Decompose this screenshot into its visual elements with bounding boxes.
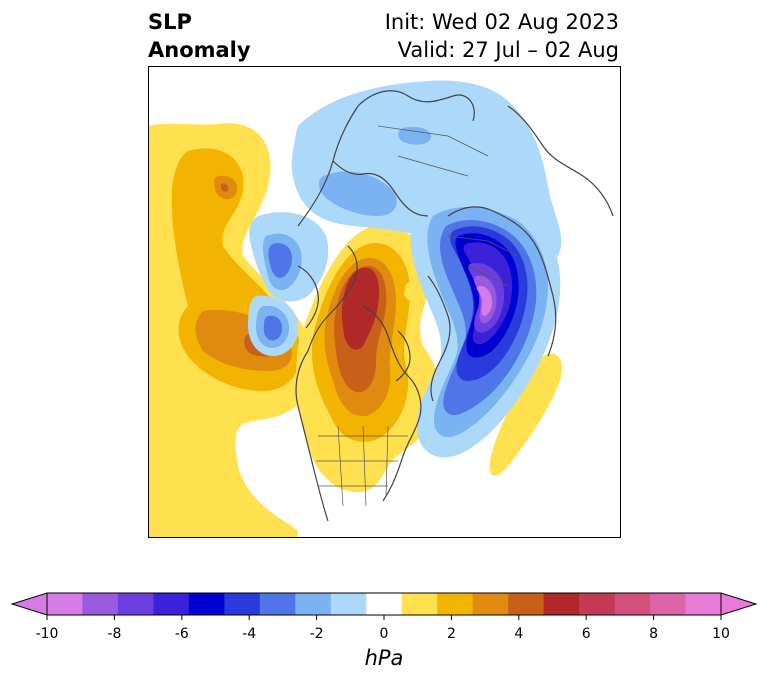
colorbar-tick-label: 4 [514, 626, 523, 642]
colorbar-swatch [685, 593, 722, 615]
colorbar-swatches [10, 592, 758, 616]
colorbar-swatch [259, 593, 296, 615]
coastlines [295, 90, 614, 522]
colorbar-swatch [188, 593, 225, 615]
colorbar-swatch [366, 593, 403, 615]
colorbar-swatch [614, 593, 651, 615]
colorbar-extend-max [720, 592, 758, 616]
colorbar-swatch [330, 593, 367, 615]
map-timing: Init: Wed 02 Aug 2023 Valid: 27 Jul – 02… [385, 8, 619, 64]
colorbar: -10 -8 -6 -4 -2 0 2 4 6 8 10 [10, 592, 758, 642]
colorbar-tick-label: -2 [310, 626, 324, 642]
colorbar-tick-label: 2 [447, 626, 456, 642]
colorbar-tick-label: 6 [582, 626, 591, 642]
colorbar-swatch [82, 593, 119, 615]
colorbar-extend-min [10, 592, 48, 616]
colorbar-swatch [153, 593, 190, 615]
colorbar-swatch [117, 593, 154, 615]
colorbar-swatch [437, 593, 474, 615]
colorbar-tick-label: -10 [36, 626, 59, 642]
colorbar-swatch [224, 593, 261, 615]
colorbar-tick-label: 0 [380, 626, 389, 642]
map-title: SLP Anomaly [148, 8, 251, 64]
colorbar-swatch [579, 593, 616, 615]
colorbar-tick-label: -4 [242, 626, 256, 642]
colorbar-swatch [401, 593, 438, 615]
colorbar-swatch [295, 593, 332, 615]
colorbar-tick-label: 8 [649, 626, 658, 642]
init-date-label: Init: Wed 02 Aug 2023 [384, 10, 619, 34]
colorbar-tick-label: -8 [107, 626, 121, 642]
colorbar-tick-label: 10 [712, 626, 730, 642]
colorbar-swatch [472, 593, 509, 615]
colorbar-tick-label: -6 [175, 626, 189, 642]
colorbar-ticks: -10 -8 -6 -4 -2 0 2 4 6 8 10 [36, 615, 730, 642]
title-line-1: SLP [148, 10, 192, 34]
colorbar-swatch [543, 593, 580, 615]
slp-anomaly-map [148, 66, 621, 538]
colorbar-swatch [508, 593, 545, 615]
colorbar-swatch [47, 593, 83, 615]
colorbar-swatch [650, 593, 687, 615]
colorbar-unit-label: hPa [364, 646, 404, 670]
valid-range-label: Valid: 27 Jul – 02 Aug [397, 38, 619, 62]
negative-anomaly-europe [410, 192, 561, 458]
title-line-2: Anomaly [148, 38, 251, 62]
negative-anomaly-east-siberia [248, 295, 299, 356]
positive-anomaly-north-america [296, 224, 441, 493]
political-borders [316, 125, 519, 507]
